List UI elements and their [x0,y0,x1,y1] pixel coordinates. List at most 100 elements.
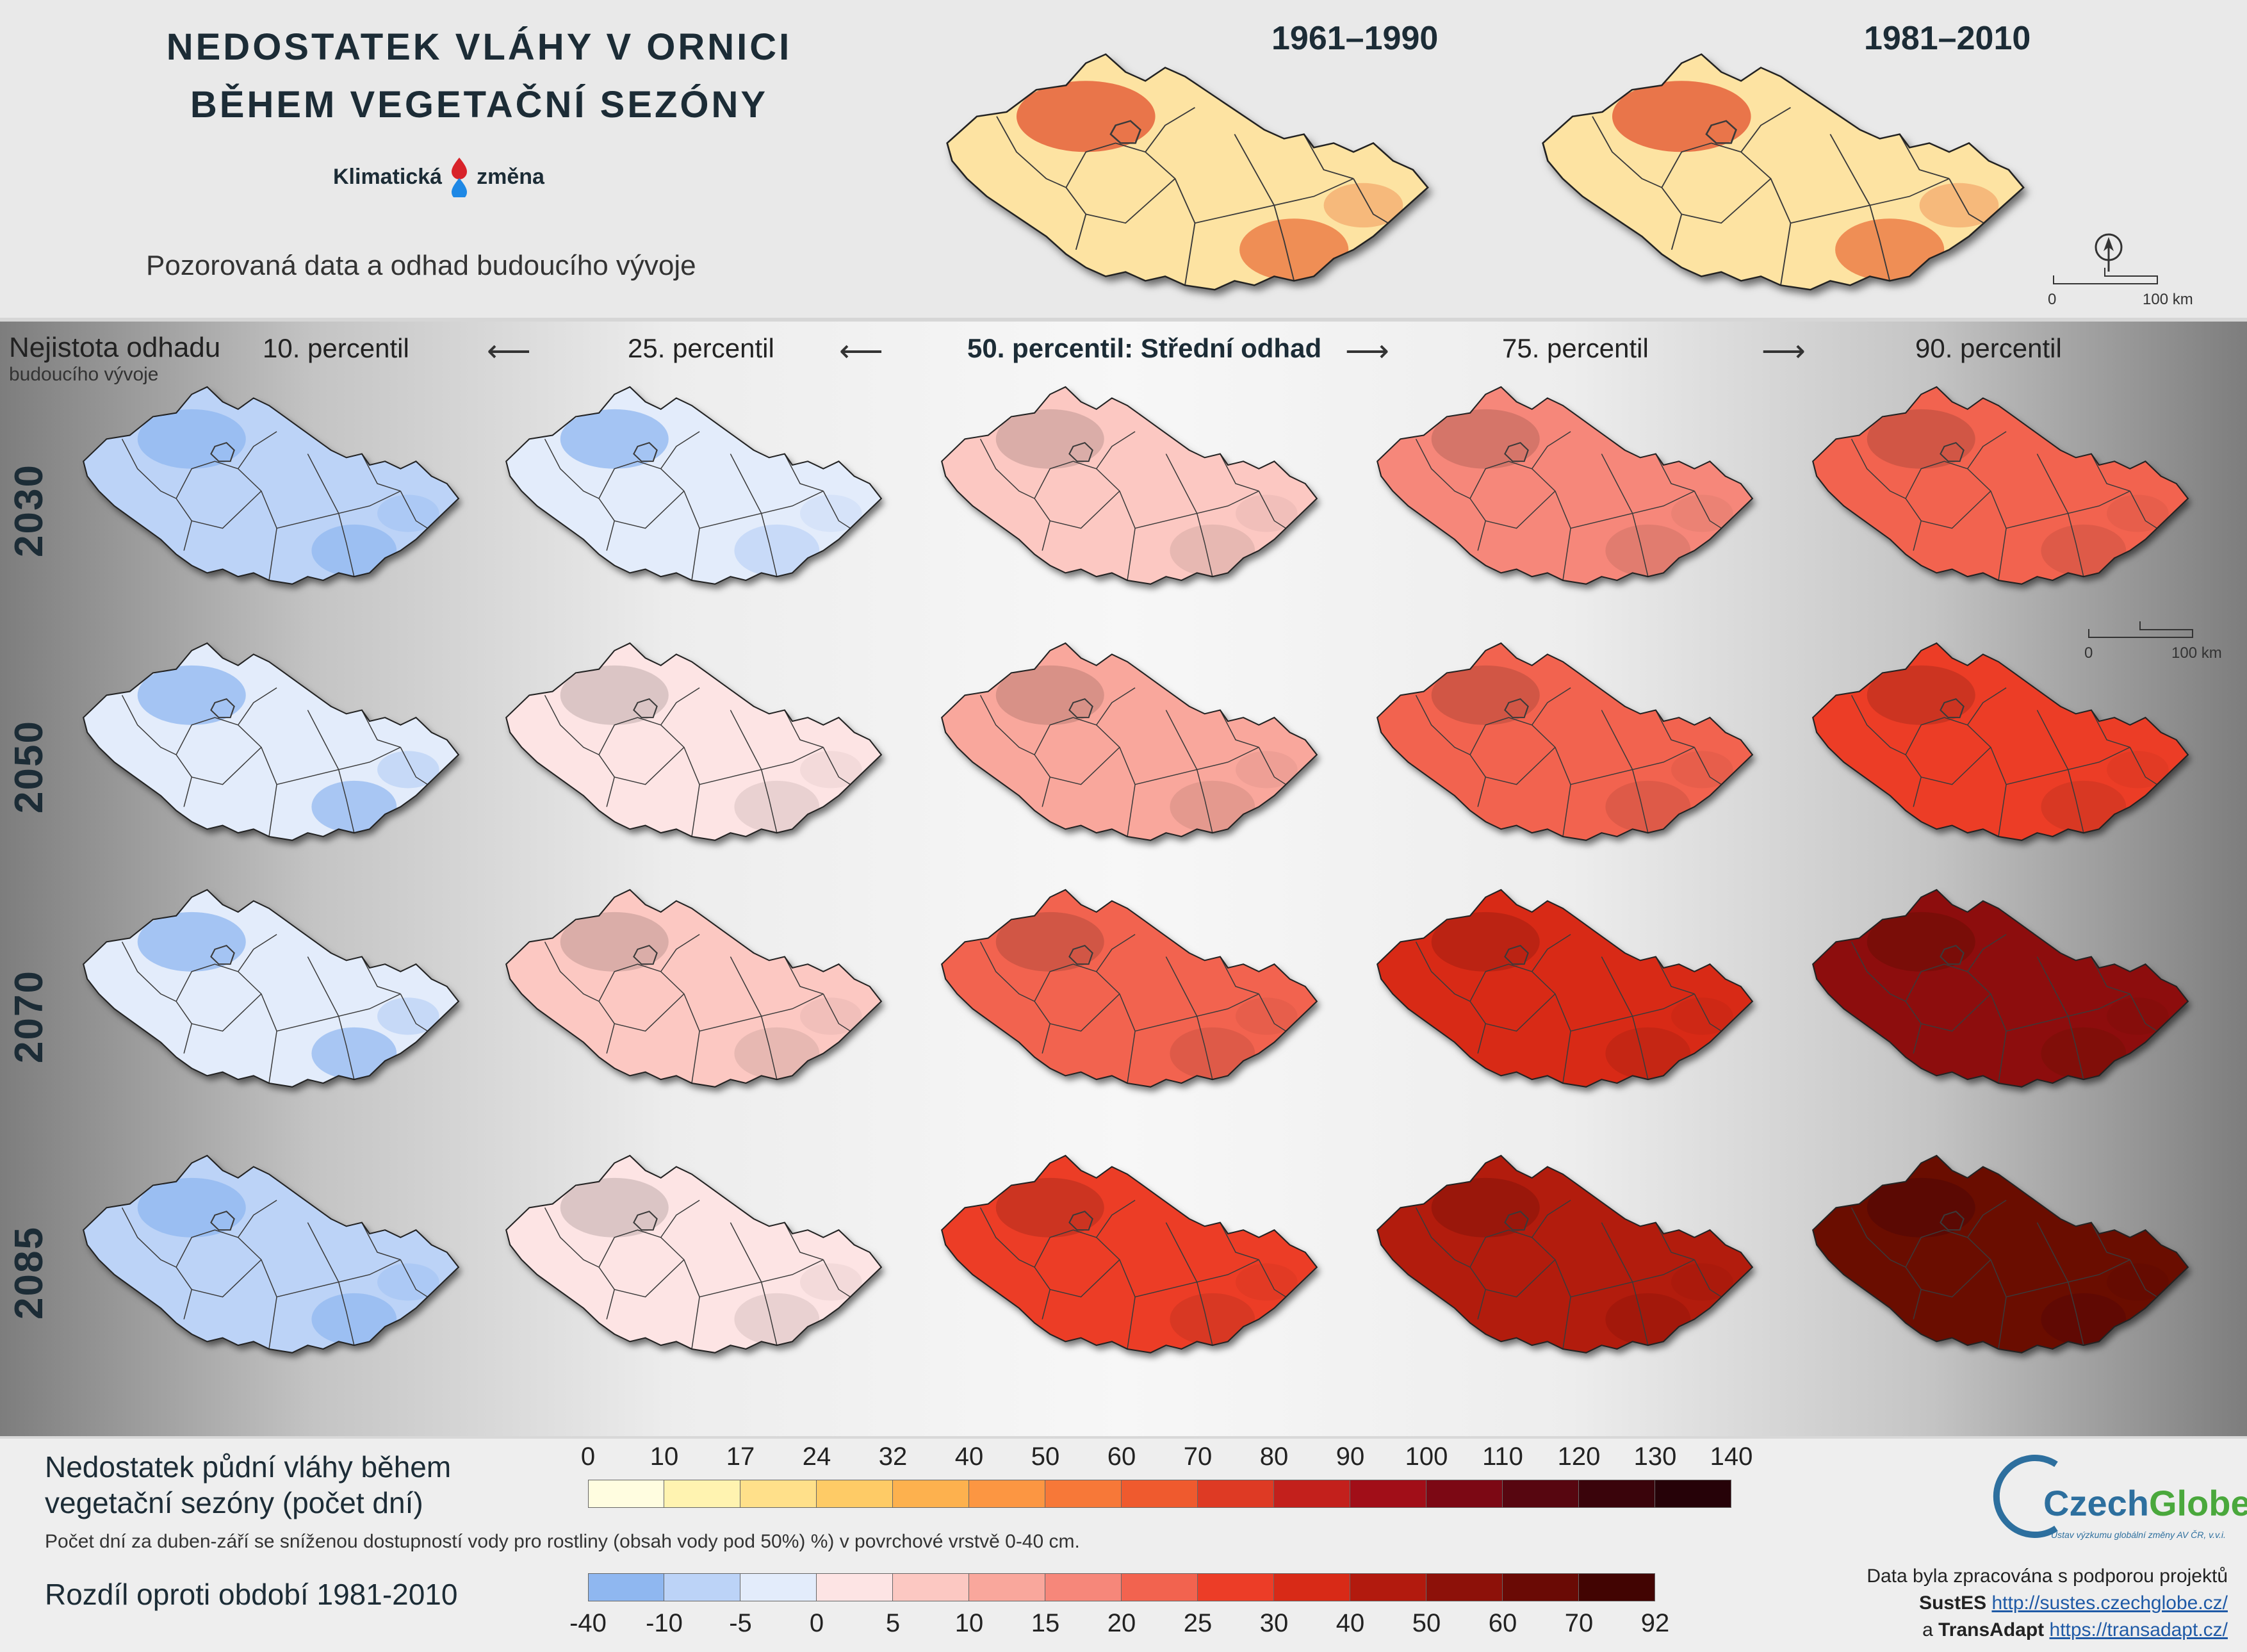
projection-map-2050-p10 [64,625,474,855]
north-arrow-icon [2093,232,2124,276]
legend-swatch [1503,1573,1579,1601]
col-head-p50: 50. percentil: Střední odhad [967,333,1322,363]
arrow-right-icon: ⟶ [1761,334,1806,368]
projection-map-2050-p50 [922,625,1332,855]
legend-tick-label: 17 [726,1443,755,1471]
projection-map-2030-p50 [922,368,1332,599]
observed-map-1961-1990 [922,32,1448,307]
legend-tick-label: 80 [1259,1443,1289,1471]
scale-zero: 0 [2048,291,2057,308]
projection-map-2030-p10 [64,368,474,599]
project-sustes: SustES [1919,1592,1987,1614]
legend-swatch [1198,1480,1274,1508]
klimaticka-zmena-logo: Klimatická změna [333,156,544,200]
title-line-2: BĚHEM VEGETAČNÍ SEZÓNY [190,84,769,126]
projection-map-2085-p10 [64,1137,474,1368]
legend-tick-label: 10 [954,1609,984,1637]
legend-tick-label: 15 [1031,1609,1060,1637]
legend-swatch [1579,1573,1655,1601]
projection-map-2030-p75 [1358,368,1768,599]
legend-diff-ticks: -40 -10 -5 0 5 10 15 20 25 30 40 50 60 70 92 [569,1609,1669,1640]
legend-swatch [817,1480,893,1508]
legend-swatch [969,1573,1045,1601]
legend-swatch [1045,1573,1122,1601]
projection-map-2085-p90 [1794,1137,2203,1368]
scale-length: 100 km [2143,291,2193,308]
legend-swatch [1274,1480,1350,1508]
legend-note: Počet dní za duben-září se sníženou dost… [45,1531,1080,1552]
legend-tick-label: 30 [1259,1609,1289,1637]
legend-swatch [893,1480,969,1508]
legend-swatch [1655,1480,1731,1508]
arrow-right-icon: ⟶ [1345,334,1389,368]
legend-swatch [588,1573,664,1601]
legend-tick-label: 100 [1405,1443,1448,1471]
projection-map-2085-p75 [1358,1137,1768,1368]
legend-tick-label: 24 [802,1443,831,1471]
projection-map-2070-p25 [487,871,897,1102]
credits-and: a [1922,1619,1933,1640]
projection-map-2050-p90 [1794,625,2203,855]
legend-swatch [817,1573,893,1601]
legend-swatch [969,1480,1045,1508]
projection-map-2050-p25 [487,625,897,855]
legend-tick-label: 20 [1107,1609,1136,1637]
col-head-p75: 75. percentil [1502,333,1649,363]
header-band: NEDOSTATEK VLÁHY V ORNICI BĚHEM VEGETAČN… [0,0,2247,322]
legend-swatch [1426,1573,1503,1601]
legend-tick-label: 40 [954,1443,984,1471]
legend-swatch [740,1573,817,1601]
legend-tick-label: 0 [580,1443,596,1471]
legend-days-colorbar [588,1480,1731,1508]
legend-tick-label: 70 [1183,1443,1213,1471]
legend-swatch [664,1480,740,1508]
uncertainty-label: Nejistota odhadu [9,332,221,363]
arrow-left-icon: ⟵ [839,334,883,368]
legend-days-title: Nedostatek půdní vláhy během vegetační s… [45,1450,452,1519]
legend-swatch [893,1573,969,1601]
legend-diff-title: Rozdíl oproti období 1981-2010 [45,1578,458,1611]
legend-swatch [1350,1480,1426,1508]
legend-swatch [588,1480,664,1508]
logo-text-left: Klimatická [333,164,443,189]
projection-map-2070-p90 [1794,871,2203,1102]
legend-swatch [1122,1573,1198,1601]
projection-map-2070-p75 [1358,871,1768,1102]
col-head-p25: 25. percentil [628,333,774,363]
scale-zero: 0 [2084,644,2093,662]
legend-tick-label: -40 [569,1609,607,1637]
legend-tick-label: 50 [1412,1609,1441,1637]
logo-text-right: změna [477,164,544,189]
legend-tick-label: 92 [1640,1609,1670,1637]
credits: Data byla zpracována s podporou projektů… [1867,1563,2228,1644]
legend-tick-label: 0 [809,1609,824,1637]
col-head-p10: 10. percentil [263,333,409,363]
legend-tick-label: 60 [1107,1443,1136,1471]
projection-map-2070-p50 [922,871,1332,1102]
projection-map-2070-p10 [64,871,474,1102]
projection-map-2085-p50 [922,1137,1332,1368]
czechglobe-subtitle: Ústav výzkumu globální změny AV ČR, v.v.… [2051,1530,2226,1540]
title-line-1: NEDOSTATEK VLÁHY V ORNICI [166,26,792,68]
legend-tick-label: -10 [646,1609,683,1637]
project-transadapt: TransAdapt [1938,1619,2045,1640]
legend-swatch [1503,1480,1579,1508]
legend-swatch [1579,1480,1655,1508]
legend-swatch [1198,1573,1274,1601]
legend-tick-label: 40 [1336,1609,1365,1637]
legend-band [0,1436,2247,1652]
row-label-2085: 2085 [7,1226,51,1320]
czechglobe-name: CzechGlobe [2043,1483,2247,1523]
legend-tick-label: 120 [1557,1443,1601,1471]
link-sustes[interactable]: http://sustes.czechglobe.cz/ [1991,1592,2228,1614]
legend-tick-label: 60 [1488,1609,1517,1637]
row-label-2030: 2030 [7,464,51,557]
legend-swatch [1045,1480,1122,1508]
legend-swatch [1426,1480,1503,1508]
legend-tick-label: 25 [1183,1609,1213,1637]
link-transadapt[interactable]: https://transadapt.cz/ [2049,1619,2228,1640]
czechglobe-logo: CzechGlobe Ústav výzkumu globální změny … [1992,1452,2247,1554]
projection-map-2030-p25 [487,368,897,599]
drops-icon [450,156,469,200]
legend-tick-label: 90 [1336,1443,1365,1471]
